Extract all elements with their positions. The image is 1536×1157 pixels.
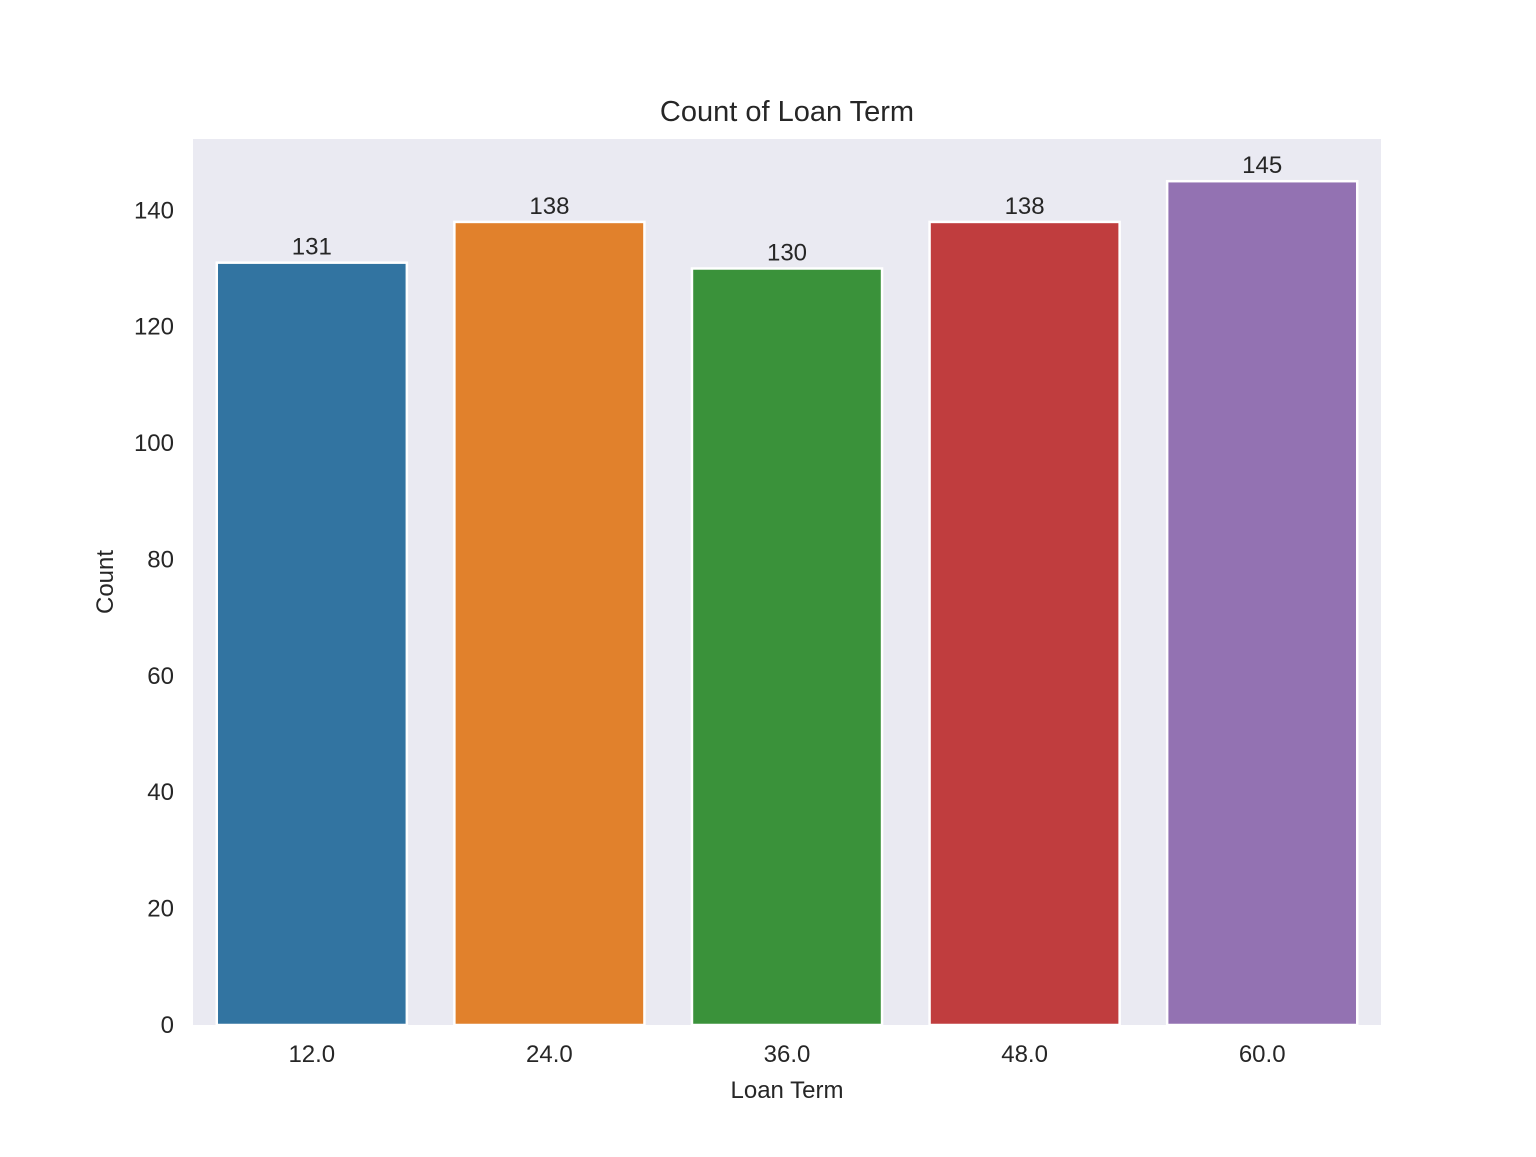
bars-layer [215,179,1359,1027]
y-tick-label: 140 [134,197,174,224]
bar-36.0 [690,267,884,1027]
x-tick-labels: 12.0 24.0 36.0 48.0 60.0 [288,1041,1285,1068]
chart-title: Count of Loan Term [660,96,914,128]
x-tick-label: 60.0 [1239,1041,1286,1068]
bar-12.0 [215,261,409,1027]
y-tick-label: 20 [147,896,174,923]
x-tick-label: 48.0 [1001,1041,1048,1068]
y-tick-label: 0 [161,1012,174,1039]
y-tick-label: 80 [147,546,174,573]
y-axis-label: Count [92,550,119,614]
bar-value-label: 131 [292,234,332,261]
y-tick-label: 120 [134,314,174,341]
bar-48.0 [928,220,1121,1027]
y-tick-label: 100 [134,430,174,457]
y-tick-label: 60 [147,663,174,690]
bar-60.0 [1165,179,1359,1027]
bar-value-label: 138 [529,193,569,220]
y-tick-labels: 0 20 40 60 80 100 120 140 [134,197,174,1039]
bar-value-label: 145 [1242,152,1282,179]
bar-24.0 [453,220,646,1027]
bar-value-label: 138 [1005,193,1045,220]
value-labels-layer: 131 138 130 138 145 [292,152,1282,266]
x-tick-label: 36.0 [764,1041,811,1068]
x-tick-label: 12.0 [288,1041,335,1068]
bar-value-label: 130 [767,239,807,266]
x-axis-label: Loan Term [731,1077,844,1104]
x-tick-label: 24.0 [526,1041,573,1068]
y-tick-label: 40 [147,779,174,806]
